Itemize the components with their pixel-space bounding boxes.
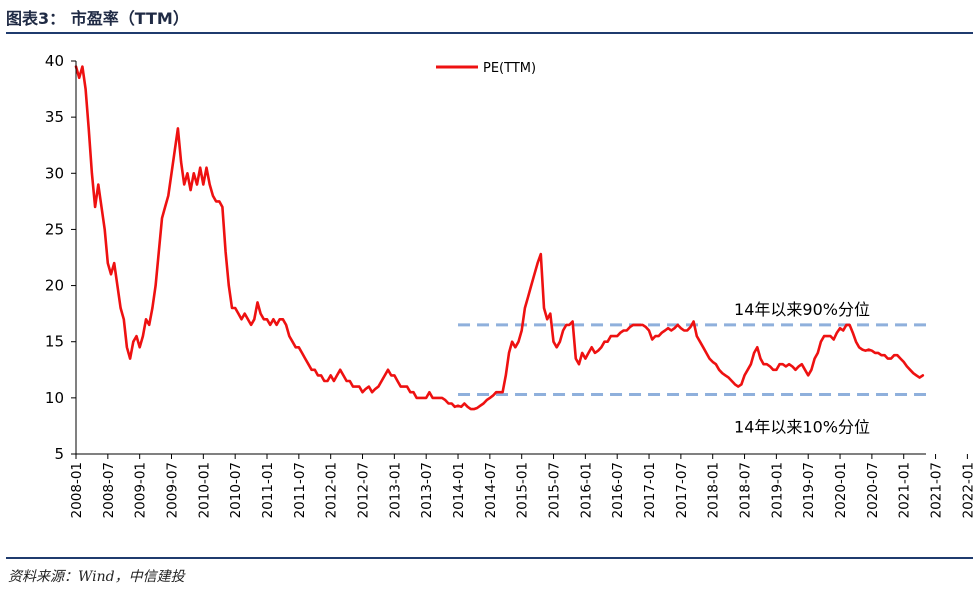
figure-title: 图表3： 市盈率（TTM） xyxy=(6,9,189,28)
x-tick-label: 2008-01 xyxy=(69,462,85,518)
x-tick-label: 2014-01 xyxy=(451,462,467,518)
bottom-rule xyxy=(6,557,973,559)
x-tick-label: 2015-07 xyxy=(547,462,563,518)
x-tick-label: 2018-01 xyxy=(706,462,722,518)
x-tick-label: 2009-07 xyxy=(165,462,181,518)
x-tick-label: 2010-01 xyxy=(196,462,212,518)
y-tick-label: 40 xyxy=(45,52,64,70)
x-tick-label: 2017-01 xyxy=(642,462,658,518)
top-rule xyxy=(6,32,973,34)
y-tick-label: 25 xyxy=(45,220,64,238)
x-tick-label: 2011-07 xyxy=(292,462,308,518)
x-tick-label: 2010-07 xyxy=(228,462,244,518)
x-tick-label: 2013-07 xyxy=(419,462,435,518)
x-tick-label: 2012-07 xyxy=(356,462,372,518)
reference-label: 14年以来90%分位 xyxy=(734,300,870,319)
y-tick-label: 10 xyxy=(45,389,64,407)
y-tick-label: 15 xyxy=(45,333,64,351)
legend-label: PE(TTM) xyxy=(483,61,536,76)
x-tick-label: 2016-07 xyxy=(610,462,626,518)
x-tick-label: 2020-07 xyxy=(865,462,881,518)
x-tick-label: 2012-01 xyxy=(324,462,340,518)
x-tick-label: 2022-01 xyxy=(960,462,976,518)
y-tick-label: 20 xyxy=(45,277,64,295)
reference-label: 14年以来10%分位 xyxy=(734,417,870,436)
x-tick-label: 2019-01 xyxy=(769,462,785,518)
x-tick-label: 2009-01 xyxy=(133,462,149,518)
x-tick-label: 2011-01 xyxy=(260,462,276,518)
x-tick-label: 2021-01 xyxy=(897,462,913,518)
x-tick-label: 2021-07 xyxy=(929,462,945,518)
x-tick-label: 2017-07 xyxy=(674,462,690,518)
x-tick-label: 2015-01 xyxy=(515,462,531,518)
x-tick-label: 2013-01 xyxy=(387,462,403,518)
x-tick-label: 2014-07 xyxy=(483,462,499,518)
x-tick-label: 2019-07 xyxy=(801,462,817,518)
y-tick-label: 35 xyxy=(45,108,64,126)
y-tick-label: 30 xyxy=(45,164,64,182)
source-note: 资料来源：Wind，中信建投 xyxy=(8,569,185,585)
y-tick-label: 5 xyxy=(54,445,64,463)
x-tick-label: 2016-01 xyxy=(578,462,594,518)
x-tick-label: 2008-07 xyxy=(101,462,117,518)
x-tick-label: 2020-01 xyxy=(833,462,849,518)
series-line-pe-ttm xyxy=(74,65,925,411)
x-tick-label: 2018-07 xyxy=(738,462,754,518)
